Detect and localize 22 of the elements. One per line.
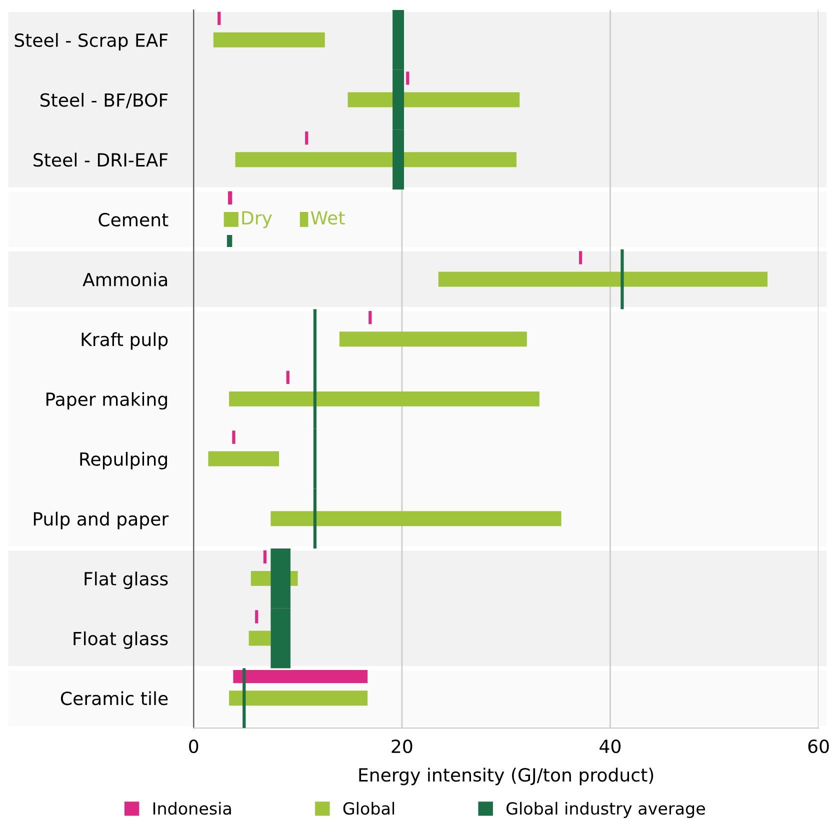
y-tick-label: Ceramic tile (60, 691, 168, 706)
x-tick-label: 0 (189, 739, 198, 754)
y-tick-label: Cement (98, 212, 168, 227)
y-tick-label: Steel - Scrap EAF (14, 33, 168, 51)
y-tick-label: Paper making (46, 392, 167, 410)
y-tick-label: Pulp and paper (34, 512, 169, 530)
y-tick-label: Repulping (80, 452, 167, 470)
x-axis-title: Energy intensity (GJ/ton product) (359, 768, 654, 786)
y-tick-label: Ammonia (82, 272, 167, 286)
y-tick-label: Flat glass (84, 572, 168, 590)
x-tick-label: 40 (600, 739, 621, 754)
annotation: Dry (242, 211, 272, 228)
y-tick-label: Steel - BF/BOF (40, 92, 168, 108)
y-tick-label: Steel - DRI-EAF (34, 152, 168, 167)
y-tick-label: Kraft pulp (82, 332, 168, 350)
x-tick-label: 60 (808, 739, 829, 754)
x-tick-label: 20 (392, 739, 412, 754)
legend-label: Global industry average (506, 802, 705, 818)
annotation: Wet (310, 211, 345, 225)
legend-label: Indonesia (153, 802, 231, 815)
legend-label: Global (343, 802, 394, 815)
y-tick-label: Float glass (74, 631, 168, 649)
